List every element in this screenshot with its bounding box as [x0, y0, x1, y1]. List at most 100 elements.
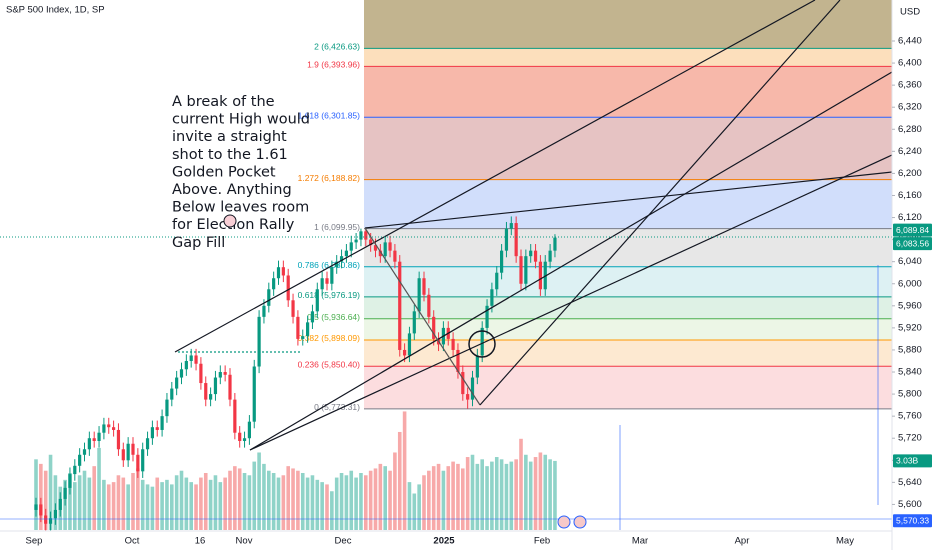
candle-body — [524, 256, 528, 284]
price-tag-label: 6,089.84 — [896, 225, 929, 235]
candle-body — [58, 498, 62, 510]
candle-body — [267, 289, 271, 306]
candle-body — [456, 349, 460, 373]
candle-body — [252, 366, 256, 422]
candle-body — [393, 250, 397, 262]
candle-body — [199, 363, 203, 384]
volume-bar — [262, 463, 266, 530]
y-tick-label: 5,880 — [898, 344, 922, 355]
volume-bar — [111, 482, 116, 530]
y-tick-label: 5,960 — [898, 300, 922, 311]
volume-bar — [126, 484, 130, 530]
volume-bar — [315, 479, 320, 530]
volume-bar — [475, 463, 480, 530]
volume-bar — [48, 454, 53, 530]
candle-body — [136, 454, 140, 472]
price-tag — [893, 454, 932, 468]
chart-title: S&P 500 Index, 1D, SP — [6, 5, 105, 16]
candle-body — [102, 424, 106, 433]
annotation-line: Gap Fill — [172, 235, 225, 251]
annotation-line: Below leaves room — [172, 200, 309, 216]
volume-bar — [378, 463, 383, 530]
fib-label: 1.618 (6,301.85) — [298, 110, 361, 120]
candle-body — [247, 421, 251, 439]
volume-bar — [87, 477, 92, 530]
fib-label: 1.9 (6,393.96) — [307, 60, 360, 70]
y-tick-label: 5,600 — [898, 499, 922, 510]
volume-bar — [519, 438, 523, 530]
volume-bar — [257, 452, 261, 530]
candle-body — [427, 294, 431, 317]
candle-body — [272, 278, 276, 290]
volume-bar — [203, 473, 208, 530]
volume-bar — [359, 473, 363, 530]
candle-body — [141, 449, 145, 472]
x-tick-label: Mar — [632, 536, 648, 547]
candle-body — [97, 432, 101, 441]
volume-bar — [368, 470, 373, 530]
volume-bar — [393, 452, 397, 530]
volume-bar — [310, 475, 315, 530]
volume-bar — [533, 457, 538, 530]
volume-bar — [553, 460, 557, 530]
fib-label: 0.786 (6,030.86) — [298, 260, 361, 270]
candle-body — [233, 399, 237, 433]
volume-bar — [97, 447, 101, 530]
volume-bar — [325, 484, 329, 530]
volume-bar — [412, 493, 417, 530]
volume-bar — [184, 477, 189, 530]
volume-bar — [155, 477, 160, 530]
x-tick-label: Sep — [26, 536, 43, 547]
y-tick-label: 5,640 — [898, 477, 922, 488]
volume-bar — [286, 466, 290, 530]
volume-bar — [441, 470, 446, 530]
fib-label: 1 (6,099.95) — [314, 222, 360, 232]
candle-body — [194, 355, 198, 364]
candle-body — [126, 443, 130, 461]
candle-body — [82, 449, 87, 455]
fib-layer: 2 (6,426.63) 1.9 (6,393.96) 1.618 (6,301.8… — [298, 0, 892, 412]
volume-bar — [422, 475, 426, 530]
price-tag-label: 6,083.56 — [896, 238, 929, 248]
volume-bar — [349, 470, 354, 530]
fib-band — [364, 318, 892, 340]
y-tick-label: 6,280 — [898, 124, 922, 135]
candle-body — [383, 242, 387, 257]
event-icon[interactable] — [557, 515, 571, 529]
fib-band — [364, 117, 892, 180]
price-tag-label: 5,570.33 — [896, 516, 929, 526]
price-tag — [893, 514, 932, 528]
volume-bar — [373, 468, 378, 530]
candle-body — [310, 311, 315, 323]
candle-body — [466, 394, 470, 400]
volume-bar — [291, 468, 295, 530]
candle-body — [432, 316, 436, 339]
volume-bar — [456, 463, 460, 530]
candle-body — [213, 377, 218, 395]
volume-bar — [92, 466, 96, 530]
fib-band — [364, 48, 892, 67]
y-tick-label: 6,360 — [898, 80, 922, 91]
candle-body — [364, 231, 368, 240]
event-icons — [557, 515, 587, 529]
annotation-line: A break of the — [172, 94, 275, 110]
candle-body — [451, 338, 455, 350]
volume-bar — [334, 477, 339, 530]
candle-body — [500, 250, 504, 273]
volume-bar — [267, 470, 271, 530]
candle-body — [349, 242, 353, 251]
candle-body — [34, 504, 38, 510]
y-tick-label: 5,720 — [898, 433, 922, 444]
candle-body — [189, 355, 193, 361]
volume-bar — [247, 475, 252, 530]
x-tick-label: 16 — [195, 536, 206, 547]
fib-band — [364, 296, 892, 319]
x-tick-label: 2025 — [433, 536, 455, 547]
annotation-line: shot to the 1.61 — [172, 147, 288, 163]
volume-bar — [364, 475, 368, 530]
volume-bar — [461, 468, 465, 530]
event-icon[interactable] — [573, 515, 587, 529]
volume-bar — [233, 466, 237, 530]
y-tick-label: 6,160 — [898, 190, 922, 201]
